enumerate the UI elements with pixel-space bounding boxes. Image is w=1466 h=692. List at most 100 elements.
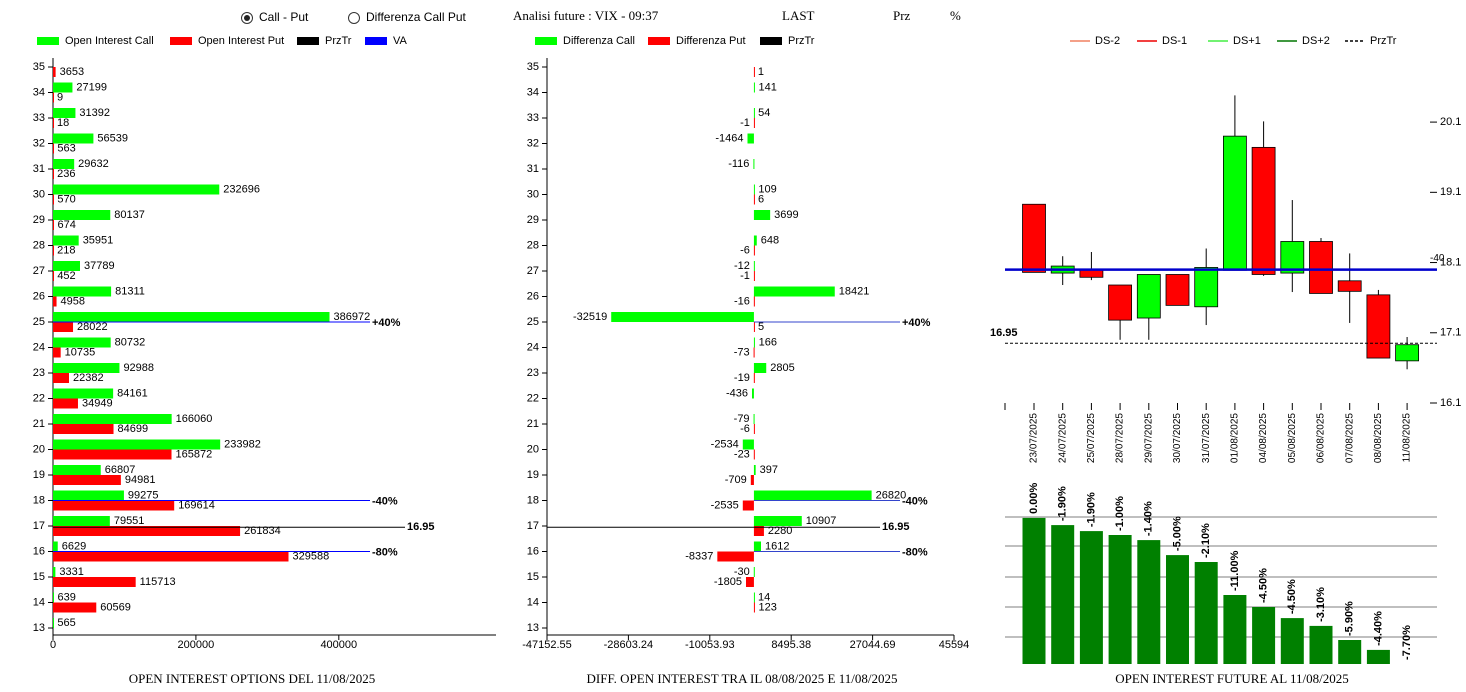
bar-value-label: 5 — [758, 321, 764, 333]
y-tick-label: 32 — [33, 137, 45, 149]
bar — [53, 220, 54, 230]
va-label: -80% — [902, 546, 928, 558]
bar — [753, 373, 755, 383]
candle-body — [1395, 344, 1419, 362]
y-tick-label: 34 — [527, 86, 539, 98]
bar-value-label: 81311 — [115, 285, 145, 297]
radio-button[interactable] — [348, 12, 360, 24]
y-tick-label: 32 — [527, 137, 539, 149]
bar — [753, 296, 755, 307]
header-title: Analisi future : VIX - 09:37 — [513, 8, 659, 23]
header-column: Prz — [893, 8, 911, 23]
bar-value-label: -6 — [740, 423, 750, 435]
y-tick-label: 25 — [33, 316, 45, 328]
va-label: -40% — [372, 495, 398, 507]
bar — [53, 526, 241, 536]
legend-label: Differenza Call — [563, 35, 635, 47]
bar-value-label: 261834 — [244, 525, 281, 537]
bar — [53, 567, 56, 577]
bar — [1338, 640, 1362, 664]
radio-label[interactable]: Call - Put — [259, 10, 309, 24]
bar-value-label: 10907 — [806, 515, 837, 527]
bar — [753, 602, 755, 613]
x-tick-label: 27044.69 — [850, 639, 896, 651]
bar-label: -5.90% — [1344, 601, 1356, 636]
bar-value-label: 80732 — [115, 336, 146, 348]
candle-body — [1022, 203, 1046, 273]
bar-value-label: 84699 — [118, 423, 149, 435]
bar — [53, 194, 54, 205]
x-tick-label: 200000 — [178, 639, 215, 651]
bar — [1166, 555, 1189, 664]
bar-value-label: 452 — [57, 270, 75, 282]
va-label: -40 — [1430, 253, 1445, 264]
y-tick-label: 23 — [33, 367, 45, 379]
y-tick-label: 20 — [527, 443, 539, 455]
bar — [53, 108, 76, 118]
candle-body — [1136, 274, 1161, 319]
bar — [1366, 649, 1390, 664]
bar-value-label: -19 — [734, 372, 750, 384]
header-column: LAST — [782, 8, 815, 23]
bar — [53, 449, 172, 460]
bar — [53, 169, 54, 179]
bar — [753, 235, 757, 246]
x-tick-label: 28/07/2025 — [1115, 413, 1126, 463]
radio-dot — [244, 15, 250, 21]
chart-title: DIFF. OPEN INTEREST TRA IL 08/08/2025 E … — [587, 671, 898, 686]
bar-value-label: 165872 — [176, 448, 213, 460]
bar-value-label: 386972 — [333, 311, 370, 323]
bar — [53, 618, 54, 628]
bar-value-label: 1612 — [765, 540, 789, 552]
bar — [53, 388, 114, 399]
y-tick-label: 15 — [527, 571, 539, 583]
legend-label: Open Interest Put — [198, 35, 284, 47]
y-tick-label: 33 — [33, 112, 45, 124]
bar — [753, 516, 802, 526]
y-tick-label: 27 — [527, 265, 539, 277]
bar — [53, 271, 54, 281]
bar-label: -4.40% — [1372, 611, 1384, 646]
bar — [53, 424, 114, 434]
y-tick-label: 35 — [33, 61, 45, 73]
bar-value-label: 66807 — [105, 464, 136, 476]
bar-value-label: 28022 — [77, 321, 108, 333]
radio-label[interactable]: Differenza Call Put — [366, 10, 466, 24]
bar — [53, 373, 69, 383]
bar-label: -1.90% — [1085, 492, 1097, 527]
bar — [745, 577, 754, 587]
legend-label: PrzTr — [325, 35, 352, 47]
bar-value-label: 18421 — [839, 285, 870, 297]
candle-body — [1280, 241, 1305, 274]
bar-value-label: 639 — [57, 591, 75, 603]
bar-value-label: -79 — [734, 413, 750, 425]
legend-label: PrzTr — [788, 35, 815, 47]
bar — [53, 516, 110, 526]
bar-value-label: 54 — [758, 107, 770, 119]
bar — [53, 118, 54, 128]
candle-body — [1309, 241, 1333, 294]
y-tick-label: 33 — [527, 112, 539, 124]
bar — [1194, 562, 1218, 664]
x-tick-label: 31/07/2025 — [1201, 413, 1212, 463]
y-tick-label: 18 — [527, 494, 539, 506]
bar-value-label: -1805 — [714, 576, 742, 588]
bar — [53, 602, 97, 613]
bar — [1051, 525, 1075, 664]
y-tick-label: 14 — [527, 596, 539, 608]
candle-body — [1251, 146, 1276, 275]
y-tick-label: 31 — [33, 163, 45, 175]
y-tick-label: 18.1 — [1440, 256, 1461, 268]
bar-value-label: 18 — [57, 117, 69, 129]
bar — [753, 210, 771, 220]
bar-value-label: 94981 — [125, 474, 156, 486]
chart-title: OPEN INTEREST OPTIONS DEL 11/08/2025 — [129, 671, 376, 686]
bar — [753, 108, 755, 118]
bar — [753, 322, 755, 332]
bar-value-label: 563 — [57, 142, 75, 154]
legend-label: VA — [393, 35, 408, 47]
przTr-label: 16.95 — [407, 521, 435, 533]
y-tick-label: 19.1 — [1440, 186, 1461, 198]
